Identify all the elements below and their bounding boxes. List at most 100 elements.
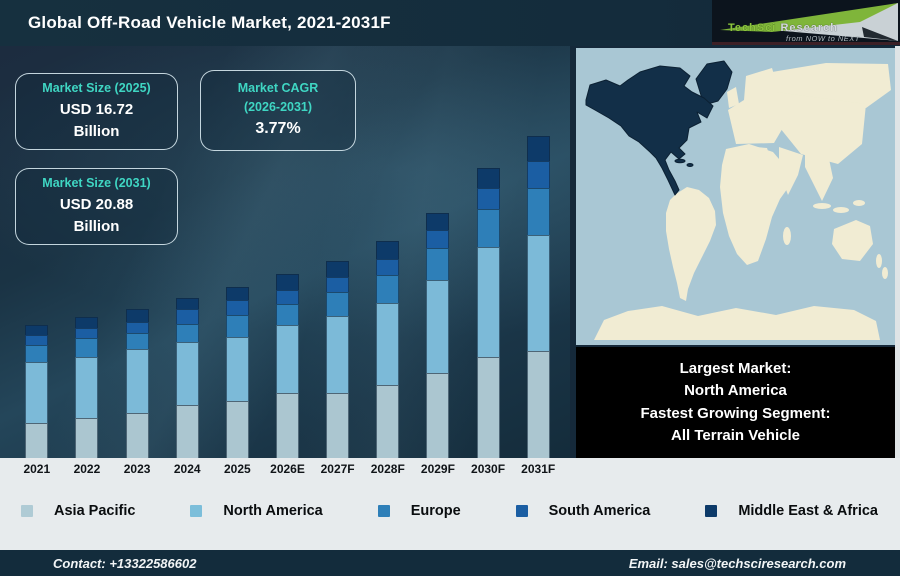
bar-segment-south-america — [526, 161, 550, 188]
bar-segment-europe — [175, 324, 199, 342]
world-map — [576, 48, 895, 345]
bar-segment-europe — [376, 275, 400, 303]
bar-segment-north-america — [276, 325, 299, 393]
bar-segment-middle-east-africa — [476, 168, 500, 188]
bar-segment-asia-pacific — [476, 357, 500, 458]
year-label-2022: 2022 — [73, 462, 101, 476]
legend-swatch-middle-east-africa — [705, 505, 718, 517]
bar-segment-asia-pacific — [376, 385, 400, 458]
bar-2024 — [175, 298, 199, 458]
legend-swatch-europe — [377, 505, 390, 517]
legend-label: Asia Pacific — [54, 503, 136, 519]
legend-item-middle-east-africa: Middle East & Africa — [705, 503, 878, 519]
bar-segment-south-america — [276, 290, 299, 304]
bar-segment-south-america — [476, 188, 500, 209]
bar-segment-south-america — [75, 328, 99, 338]
bar-segment-asia-pacific — [526, 351, 550, 458]
contact-phone: Contact: +13322586602 — [53, 555, 197, 571]
info-box-line: Largest Market: — [679, 359, 792, 377]
bar-segment-middle-east-africa — [376, 241, 400, 259]
footer-bar: Contact: +13322586602 Email: sales@techs… — [0, 550, 900, 576]
bottom-strip: 2021 2022 2023 2024 2025 2026E 2027F 2028F 2029F… — [0, 458, 900, 550]
bar-segment-south-america — [175, 309, 199, 324]
bar-segment-north-america — [426, 280, 450, 373]
bar-segment-middle-east-africa — [125, 309, 149, 322]
legend-item-asia-pacific: Asia Pacific — [21, 503, 135, 519]
bar-segment-north-america — [75, 357, 99, 418]
legend-label: North America — [223, 503, 323, 519]
bar-segment-europe — [526, 188, 550, 235]
bar-segment-asia-pacific — [326, 393, 350, 458]
bar-2029f — [426, 213, 450, 458]
stat-box-value: 3.77% — [255, 119, 301, 137]
bar-segment-middle-east-africa — [175, 298, 199, 309]
header-bar: Global Off-Road Vehicle Market, 2021-203… — [0, 0, 900, 46]
stat-box-value: USD 16.72 — [59, 100, 134, 118]
bar-2021 — [25, 325, 49, 458]
bar-segment-asia-pacific — [25, 423, 49, 458]
legend-label: South America — [548, 503, 651, 519]
year-label-2023: 2023 — [123, 462, 151, 476]
bar-2031f — [526, 136, 550, 458]
year-label-2026e: 2026E — [270, 462, 305, 476]
page-title: Global Off-Road Vehicle Market, 2021-203… — [28, 13, 391, 32]
info-box-line: All Terrain Vehicle — [671, 427, 800, 444]
bar-2027f — [326, 261, 350, 458]
bar-segment-north-america — [526, 235, 550, 351]
map-landmass — [594, 63, 891, 340]
bar-segment-south-america — [125, 322, 149, 333]
stat-box-value: Billion — [73, 218, 120, 236]
stat-box-label: Market Size (2031) — [42, 176, 151, 191]
stat-box-label: Market Size (2025) — [42, 81, 151, 96]
bar-segment-europe — [276, 304, 299, 325]
info-box-line: Fastest Growing Segment: — [640, 404, 831, 422]
bar-segment-north-america — [25, 362, 49, 423]
legend-label: Europe — [410, 503, 461, 519]
bar-segment-middle-east-africa — [526, 136, 550, 161]
bar-segment-north-america — [326, 316, 350, 393]
bar-2030f — [476, 168, 500, 458]
bar-segment-europe — [476, 209, 500, 247]
stacked-bar-chart: Market Size (2025) USD 16.72 Billion Market… — [0, 46, 570, 458]
stat-box-market-size-2025: Market Size (2025) USD 16.72 Billion — [15, 73, 178, 150]
bar-segment-south-america — [376, 259, 400, 275]
legend-swatch-south-america — [515, 505, 528, 517]
bar-segment-asia-pacific — [125, 413, 149, 458]
stat-box-market-cagr: Market CAGR (2026-2031) 3.77% — [200, 70, 356, 151]
legend-swatch-asia-pacific — [21, 505, 33, 517]
map-north-america-highlight — [585, 60, 733, 196]
legend-item-north-america: North America — [190, 503, 323, 519]
bar-segment-middle-east-africa — [326, 261, 350, 277]
bar-segment-asia-pacific — [426, 373, 450, 458]
year-label-2030f: 2030F — [471, 462, 506, 476]
bar-segment-middle-east-africa — [225, 287, 249, 300]
techsci-logo: TechSci Research from NOW to NEXT — [712, 0, 900, 45]
bar-2028f — [376, 241, 400, 458]
bar-segment-europe — [125, 333, 149, 349]
stat-box-label: (2026-2031) — [243, 100, 313, 115]
logo-arrow-icon — [720, 3, 898, 41]
bar-2023 — [125, 309, 149, 458]
stat-box-value: Billion — [73, 123, 120, 141]
bar-segment-middle-east-africa — [426, 213, 450, 230]
right-margin-strip — [895, 46, 900, 458]
bar-segment-europe — [426, 248, 450, 280]
year-label-2028f: 2028F — [370, 462, 405, 476]
year-label-2025: 2025 — [224, 462, 251, 476]
world-map-image — [576, 48, 895, 345]
logo-brand-secondary: Research — [780, 22, 838, 34]
stat-box-market-size-2031: Market Size (2031) USD 20.88 Billion — [15, 168, 178, 245]
year-label-2029f: 2029F — [420, 462, 455, 476]
bar-2022 — [75, 317, 99, 458]
year-label-2021: 2021 — [23, 462, 51, 476]
legend-swatch-north-america — [190, 505, 203, 517]
bar-segment-north-america — [125, 349, 149, 413]
bar-segment-south-america — [326, 277, 350, 292]
bar-segment-middle-east-africa — [25, 325, 49, 335]
bar-segment-middle-east-africa — [276, 274, 299, 290]
logo-tagline: from NOW to NEXT — [786, 34, 860, 43]
bar-segment-south-america — [225, 300, 249, 315]
bar-segment-middle-east-africa — [75, 317, 99, 328]
bar-segment-north-america — [175, 342, 199, 405]
